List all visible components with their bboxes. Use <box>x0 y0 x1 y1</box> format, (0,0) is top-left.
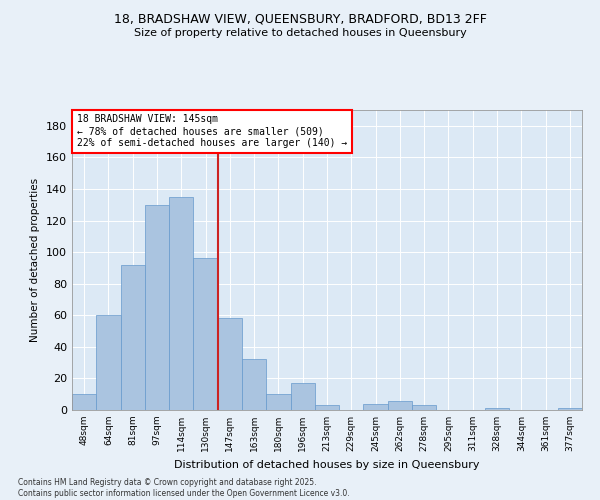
Bar <box>121 264 145 410</box>
Bar <box>558 408 582 410</box>
Bar <box>145 204 169 410</box>
Bar <box>193 258 218 410</box>
Text: 18 BRADSHAW VIEW: 145sqm
← 78% of detached houses are smaller (509)
22% of semi-: 18 BRADSHAW VIEW: 145sqm ← 78% of detach… <box>77 114 347 148</box>
Text: 18, BRADSHAW VIEW, QUEENSBURY, BRADFORD, BD13 2FF: 18, BRADSHAW VIEW, QUEENSBURY, BRADFORD,… <box>113 12 487 26</box>
Bar <box>388 400 412 410</box>
Text: Size of property relative to detached houses in Queensbury: Size of property relative to detached ho… <box>134 28 466 38</box>
Bar <box>218 318 242 410</box>
Bar <box>315 406 339 410</box>
Bar <box>96 316 121 410</box>
Bar <box>364 404 388 410</box>
Bar <box>290 383 315 410</box>
Bar <box>72 394 96 410</box>
Bar <box>485 408 509 410</box>
Bar <box>169 197 193 410</box>
X-axis label: Distribution of detached houses by size in Queensbury: Distribution of detached houses by size … <box>174 460 480 469</box>
Y-axis label: Number of detached properties: Number of detached properties <box>31 178 40 342</box>
Bar <box>412 406 436 410</box>
Bar <box>266 394 290 410</box>
Text: Contains HM Land Registry data © Crown copyright and database right 2025.
Contai: Contains HM Land Registry data © Crown c… <box>18 478 350 498</box>
Bar <box>242 360 266 410</box>
